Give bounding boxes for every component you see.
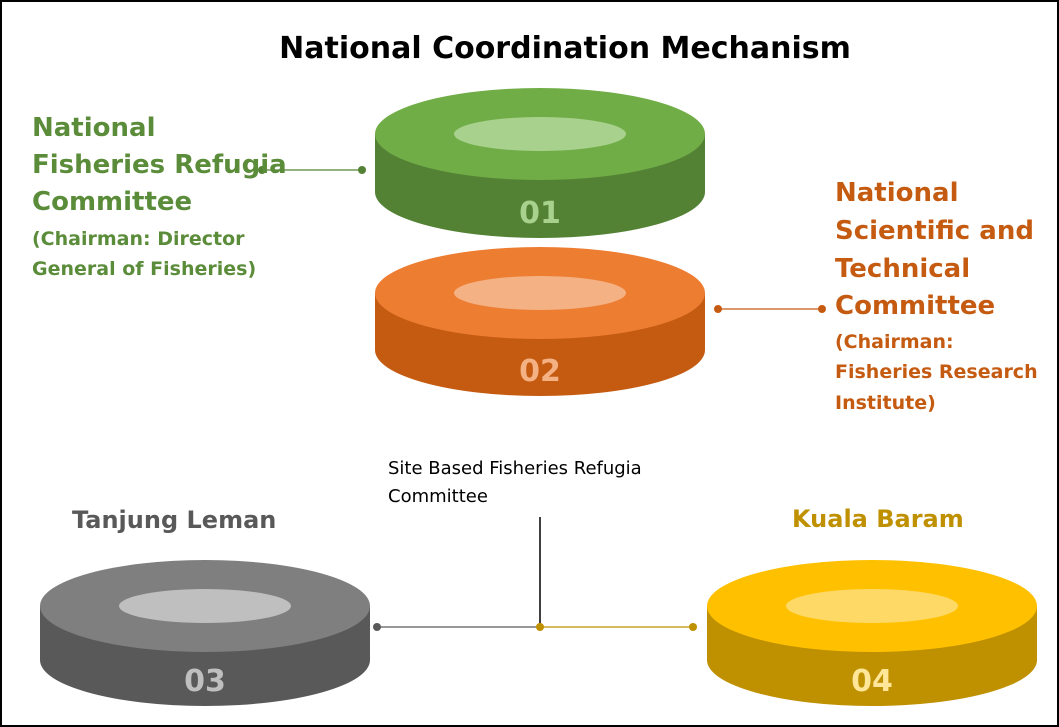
node-label: National Fisheries Refugia Committee (Ch…: [32, 113, 287, 280]
disk-inner: [786, 589, 958, 623]
site-label: Committee: [388, 486, 488, 507]
connector: [714, 305, 826, 313]
node-label: Kuala Baram: [792, 505, 964, 533]
label-line: National: [835, 178, 958, 208]
disk: 04: [707, 560, 1037, 706]
sublabel-line: (Chairman:: [835, 331, 954, 353]
disk-number: 03: [184, 664, 226, 699]
label-line: Scientific and: [835, 216, 1034, 246]
disk-number: 04: [851, 664, 893, 699]
node-label: National Scientific and Technical Commit…: [835, 178, 1038, 414]
connector: [258, 166, 366, 174]
title: National Coordination Mechanism: [279, 31, 851, 66]
disk-number: 02: [519, 354, 561, 389]
disk: 02: [375, 247, 705, 396]
disk-number: 01: [519, 196, 561, 231]
label-line: Technical: [835, 254, 970, 284]
connector: [373, 517, 697, 631]
disk-inner: [454, 117, 626, 151]
site-label: Site Based Fisheries Refugia: [388, 458, 642, 479]
sublabel-line: General of Fisheries): [32, 258, 256, 280]
sublabel-line: Fisheries Research: [835, 361, 1038, 383]
disk: 01: [375, 88, 705, 238]
disk-inner: [454, 276, 626, 310]
label-line: National: [32, 113, 155, 143]
label-line: Fisheries Refugia: [32, 150, 287, 180]
label-line: Committee: [835, 291, 995, 321]
sublabel-line: (Chairman: Director: [32, 228, 245, 250]
disk-inner: [119, 589, 291, 623]
node-label: Tanjung Leman: [72, 506, 276, 534]
disk: 03: [40, 560, 370, 706]
sublabel-line: Institute): [835, 392, 936, 414]
label-line: Committee: [32, 187, 192, 217]
